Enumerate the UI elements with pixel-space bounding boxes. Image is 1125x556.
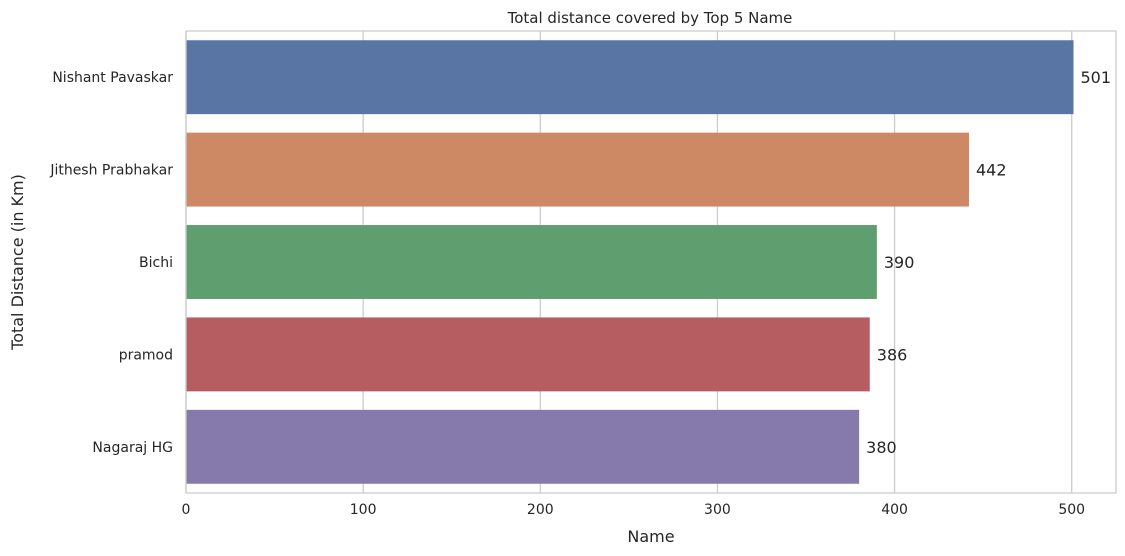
- y-tick-label: pramod: [119, 347, 173, 363]
- x-tick-label: 200: [527, 502, 554, 518]
- bar: [186, 132, 969, 207]
- plot-frame: [185, 30, 1117, 494]
- bar: [186, 409, 860, 484]
- x-tick-label: 100: [350, 502, 377, 518]
- data-label: 501: [1080, 68, 1111, 87]
- x-tick-labels: 0 100 200 300 400 500: [182, 502, 1086, 518]
- x-tick-label: 300: [704, 502, 731, 518]
- y-tick-labels: Nishant Pavaskar Jithesh Prabhakar Bichi p…: [49, 70, 173, 456]
- x-tick-label: 500: [1058, 502, 1085, 518]
- data-label: 442: [976, 161, 1007, 180]
- data-label: 390: [884, 253, 915, 272]
- x-tick-label: 0: [182, 502, 191, 518]
- bars: [186, 40, 1074, 484]
- y-tick-label: Nagaraj HG: [92, 440, 173, 456]
- x-axis-label: Name: [627, 527, 674, 546]
- y-axis-label: Total Distance (in Km): [8, 174, 27, 351]
- x-tick-label: 400: [881, 502, 908, 518]
- bar: [186, 317, 870, 392]
- bar: [186, 40, 1074, 115]
- y-tick-label: Bichi: [139, 255, 173, 271]
- chart-title: Total distance covered by Top 5 Name: [507, 9, 793, 27]
- data-label: 386: [877, 345, 908, 364]
- y-tick-label: Nishant Pavaskar: [52, 70, 173, 86]
- bar: [186, 225, 877, 299]
- y-tick-label: Jithesh Prabhakar: [49, 163, 173, 179]
- data-label: 380: [866, 438, 897, 457]
- data-labels: 501 442 390 386 380: [866, 68, 1111, 457]
